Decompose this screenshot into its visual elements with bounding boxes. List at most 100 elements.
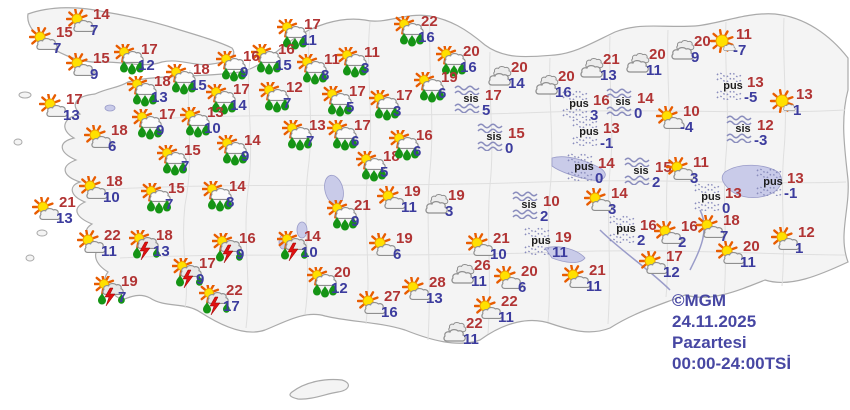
rain-icon [296,51,331,91]
high-temp: 17 [666,248,683,265]
low-temp: 9 [156,122,165,139]
thunder-icon [211,230,246,270]
river-euphrates [599,229,671,291]
high-temp: 14 [93,6,110,23]
high-temp: 14 [637,90,654,107]
low-temp: 9 [240,64,249,81]
high-temp: 10 [683,103,700,120]
low-temp: 15 [190,77,207,94]
low-temp: -7 [733,42,747,59]
rain-icon [306,264,341,304]
rain-icon [205,81,240,121]
fog-label: sis [615,96,631,108]
high-temp: 17 [141,41,158,58]
aegean-islands [13,91,48,262]
low-temp: 16 [460,59,477,76]
high-temp: 21 [59,194,76,211]
low-temp: 11 [101,243,117,260]
low-temp: 3 [361,60,370,77]
sun-cloud-icon [583,186,616,221]
high-temp: 17 [66,91,83,108]
high-temp: 16 [681,218,698,235]
rain-icon [435,43,470,83]
high-temp: 16 [278,41,295,58]
low-temp: 3 [608,201,617,218]
low-temp: 11 [463,331,479,348]
high-temp: 21 [589,262,606,279]
sun-cloud-icon [376,184,409,219]
sun-cloud-icon [38,92,71,127]
low-temp: 7 [118,289,127,306]
high-temp: 12 [286,79,303,96]
low-temp: 0 [722,200,731,217]
low-temp: 11 [586,278,602,295]
fog-label: sis [463,93,479,105]
high-temp: 11 [324,51,340,68]
sun-cloud-icon [78,174,111,209]
high-temp: 20 [649,46,666,63]
river-tigris [689,209,705,271]
low-temp: 2 [637,232,646,249]
low-temp: 6 [108,138,117,155]
low-temp: 12 [331,280,348,297]
low-temp: 16 [418,29,435,46]
high-temp: 19 [396,230,413,247]
sun-cloud-icon [465,231,498,266]
low-temp: 3 [393,103,402,120]
attribution-period: 00:00-24:00TSİ [672,354,792,373]
fog-icon: sis [624,157,658,186]
low-temp: 11 [301,32,317,49]
low-temp: 6 [518,279,527,296]
cloud-icon [622,49,654,82]
low-temp: 9 [90,66,99,83]
thunder-icon [276,228,311,268]
high-temp: 20 [694,33,711,50]
sun-cloud-icon [65,51,98,86]
high-temp: 18 [111,122,128,139]
low-temp: 5 [380,164,389,181]
fog-label: sis [486,131,502,143]
sun-cloud-icon [665,155,698,190]
haze-icon: pus [756,168,790,197]
low-temp: 11 [740,254,756,271]
low-temp: 7 [720,228,729,245]
rain-icon [216,132,251,172]
high-temp: 20 [743,238,760,255]
sun-cloud-icon [401,275,434,310]
haze-icon: pus [694,183,728,212]
low-temp: 7 [90,22,99,39]
fog-icon: sis [606,88,640,117]
high-temp: 18 [193,61,210,78]
low-temp: 6 [438,85,447,102]
low-temp: -4 [680,119,694,136]
high-temp: 14 [229,178,246,195]
haze-icon: pus [716,72,750,101]
lake-uluabat [104,104,116,112]
high-temp: 17 [349,83,366,100]
high-temp: 21 [603,51,620,68]
high-temp: 26 [474,257,491,274]
cloud-icon [484,62,516,95]
high-temp: 21 [354,197,371,214]
high-temp: 28 [429,274,446,291]
high-temp: 14 [611,185,628,202]
fog-icon: sis [477,123,511,152]
rain-icon [281,117,316,157]
high-temp: 17 [485,87,502,104]
high-temp: 13 [787,170,804,187]
low-temp: 9 [196,271,205,288]
high-temp: 22 [501,293,518,310]
rain-icon [276,16,311,56]
sun-icon [769,88,801,122]
high-temp: 11 [736,26,752,43]
high-temp: 13 [796,86,813,103]
attribution-day: Pazartesi [672,333,747,352]
low-temp: 7 [181,158,190,175]
low-temp: 1 [793,102,802,119]
high-temp: 15 [168,180,185,197]
fog-label: sis [521,199,537,211]
rain-icon [388,127,423,167]
sun-cloud-icon [655,104,688,139]
high-temp: 16 [640,217,657,234]
high-temp: 17 [396,87,413,104]
